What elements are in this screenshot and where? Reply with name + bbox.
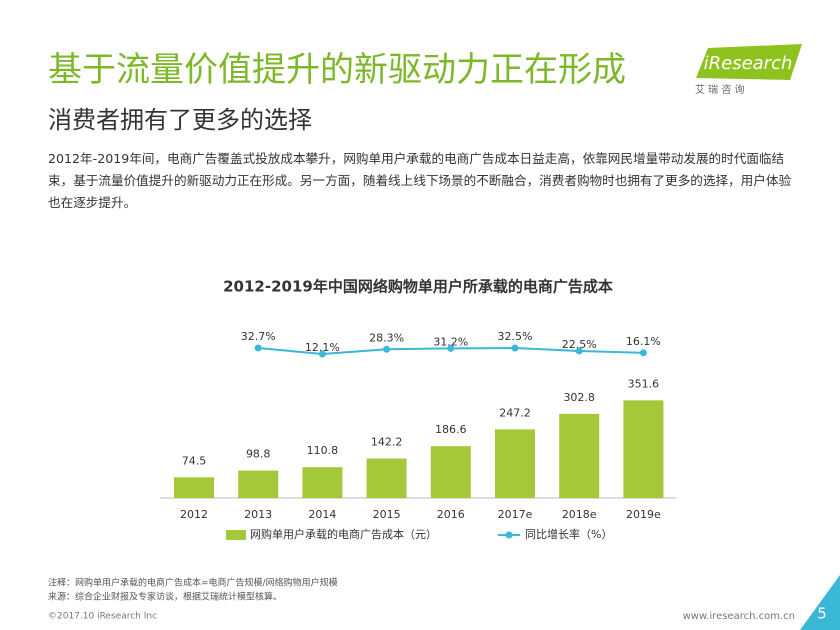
data-label: 351.6 [628,377,660,390]
growth-dot [383,345,391,353]
logo-name: iResearch [704,53,793,74]
copyright: ©2017.10 iResearch Inc [48,612,157,622]
growth-dot [318,350,326,358]
bar [174,477,214,498]
bar [495,429,535,498]
url: www.iresearch.com.cn [683,611,795,622]
subtitle: 消费者拥有了更多的选择 [48,106,312,134]
data-label: 32.7% [241,330,276,343]
data-label: 142.2 [371,436,403,449]
growth-dot [575,347,583,355]
legend-dot [505,531,513,539]
x-tick-label: 2017e [498,508,533,521]
note: 来源：综合企业财报及专家访谈，根据艾瑞统计模型核算。 [48,591,282,603]
legend-swatch [226,530,246,540]
legend-label: 网购单用户承载的电商广告成本（元） [250,527,437,541]
bar [430,446,471,498]
data-label: 22.5% [562,338,597,351]
x-tick-label: 2014 [308,508,336,521]
data-label: 12.1% [305,341,340,354]
growth-dot [254,344,262,352]
data-label: 302.8 [563,391,595,404]
body-text: 2012年-2019年间，电商广告覆盖式投放成本攀升，网购单用户承载的电商广告成… [48,151,792,210]
x-tick-label: 2013 [244,508,272,521]
bar [623,400,664,498]
logo-shape [696,44,802,80]
note: 注释：网购单用户承载的电商广告成本=电商广告规模/网络购物用户规模 [48,577,338,589]
x-tick-label: 2019e [626,508,661,521]
growth-dot [511,344,519,352]
logo-sub: 艾 瑞 咨 询 [695,83,745,96]
corner [800,575,840,630]
growth-dot [639,349,647,357]
data-label: 74.5 [182,454,207,467]
data-label: 16.1% [626,335,661,348]
data-label: 186.6 [435,423,467,436]
title: 基于流量价值提升的新驱动力正在形成 [48,50,626,90]
data-label: 31.2% [433,335,468,348]
data-label: 98.8 [246,448,271,461]
bar [238,470,279,498]
chart-title: 2012-2019年中国网络购物单用户所承载的电商广告成本 [223,278,613,296]
x-tick-label: 2015 [373,508,401,521]
x-tick-label: 2018e [562,508,597,521]
growth-dot [447,344,455,352]
x-tick-label: 2016 [437,508,465,521]
data-label: 110.8 [307,444,339,457]
data-label: 28.3% [369,331,404,344]
bar [302,467,343,498]
logo: iResearch 艾 瑞 咨 询 [695,44,802,96]
data-label: 247.2 [499,406,531,419]
data-label: 32.5% [498,330,533,343]
bar [559,413,600,498]
legend-label: 同比增长率（%） [525,527,612,541]
x-tick-label: 2012 [180,508,208,521]
page-number: 5 [817,605,827,623]
bar [366,458,407,498]
